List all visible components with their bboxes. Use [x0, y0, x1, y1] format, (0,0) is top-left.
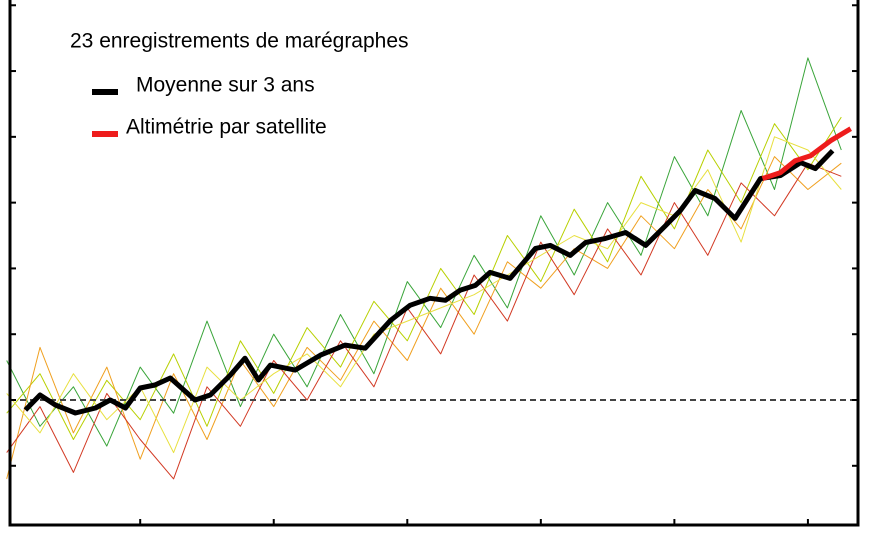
series-line [761, 126, 852, 181]
chart-title: 23 enregistrements de marégraphes [70, 30, 409, 53]
gauge-line [6, 136, 842, 454]
gauge-line [6, 156, 842, 480]
gauge-line [6, 162, 842, 480]
plot-frame [8, 0, 860, 527]
legend-label: Moyenne sur 3 ans [136, 74, 315, 97]
legend-label: Altimétrie par satellite [126, 116, 327, 139]
gauge-line [6, 116, 842, 440]
series-line [23, 148, 835, 416]
